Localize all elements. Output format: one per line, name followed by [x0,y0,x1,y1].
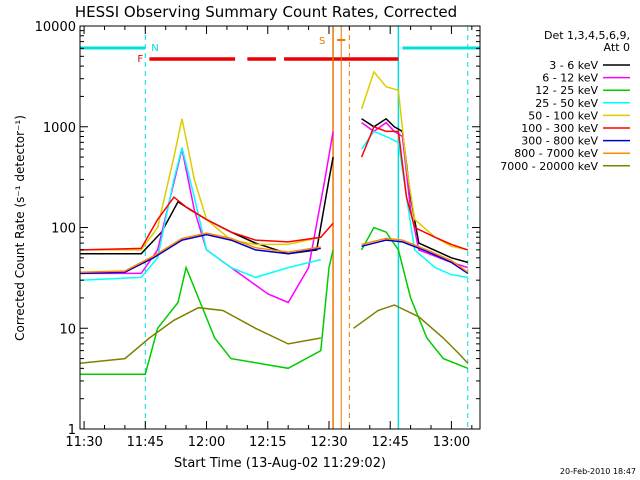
flare-flag-label: F [137,54,143,65]
series-line [80,118,321,251]
legend-item-label: 50 - 100 keV [528,109,598,122]
x-axis-label: Start Time (13-Aug-02 11:29:02) [174,456,386,471]
series-line [79,232,321,273]
legend-item-label: 7000 - 20000 keV [500,160,598,173]
legend-header-line2: Att 0 [604,41,630,54]
series-line [80,249,334,375]
x-axis: 11:30 11:45 12:00 12:15 12:30 12:45 13:00 [65,26,473,450]
series-line [79,233,321,275]
legend-item-label: 100 - 300 keV [521,122,598,135]
x-tick-label: 13:00 [433,435,470,450]
y-tick-label: 100 [51,222,76,237]
legend-item-label: 3 - 6 keV [549,59,598,72]
saa-flag-label: S [319,36,325,47]
legend-item-label: 12 - 25 keV [535,84,598,97]
y-tick-label: 10000 [35,20,76,35]
legend-item-label: 6 - 12 keV [542,72,598,85]
series-line [79,196,334,251]
x-tick-label: 11:30 [65,435,102,450]
series-line [79,147,321,281]
series-line [360,125,469,251]
legend-item-label: 300 - 800 keV [521,135,598,148]
legend-item-label: 25 - 50 keV [535,97,598,110]
y-tick-label: 1000 [43,121,76,136]
night-flag-label: N [151,43,158,54]
footer-date: 20-Feb-2010 18:47 [560,467,636,476]
y-axis-label: Corrected Count Rate (s⁻¹ detector⁻¹) [13,115,27,341]
chart-title: HESSI Observing Summary Count Rates, Cor… [75,3,457,21]
legend-item-label: 800 - 7000 keV [514,147,598,160]
x-tick-label: 12:00 [188,435,225,450]
x-tick-label: 11:45 [127,435,164,450]
y-axis: 1 10 100 1000 10000 [35,20,480,438]
x-tick-label: 12:30 [310,435,347,450]
series-line [79,306,321,364]
plot-area: NF S [79,26,480,429]
y-tick-label: 1 [68,423,76,438]
series-line [360,70,468,251]
legend-header-line1: Det 1,3,4,5,6,9, [544,29,630,42]
series-line [361,237,469,273]
x-tick-label: 12:45 [371,435,408,450]
series-line [360,226,469,369]
y-tick-label: 10 [59,322,76,337]
series-line [361,239,469,275]
x-tick-label: 12:15 [249,435,286,450]
series-line [353,304,469,364]
